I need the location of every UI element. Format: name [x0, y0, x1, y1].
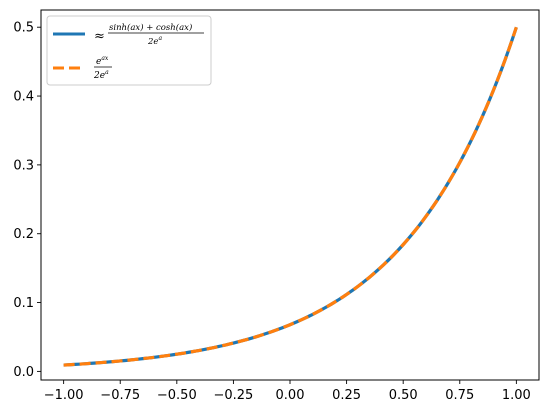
x-tick-label: −0.75	[100, 388, 140, 403]
x-tick-label: 0.50	[389, 388, 418, 403]
series-2-line	[63, 26, 518, 367]
x-axis: −1.00 −0.75 −0.50 −0.25 0.00 0.25 0.50 0.75 1.00	[44, 380, 531, 403]
legend: ≈ sinh(ax) + cosh(ax) 2ea eax 2ea	[46, 15, 212, 86]
x-tick-label: 0.25	[332, 388, 361, 403]
y-tick-label: 0.4	[13, 90, 34, 105]
series-layer	[63, 26, 518, 367]
y-axis: 0.0 0.1 0.2 0.3 0.4 0.5	[13, 21, 41, 380]
y-tick-label: 0.1	[13, 296, 34, 311]
legend-1-denominator: 2ea	[147, 35, 162, 47]
legend-2-denominator-base: 2e	[93, 71, 105, 81]
y-tick-label: 0.2	[13, 227, 34, 242]
legend-2-denominator: 2ea	[93, 69, 109, 81]
x-tick-label: 0.75	[445, 388, 474, 403]
legend-approx-sign: ≈	[94, 29, 105, 44]
legend-1-numerator: sinh(ax) + cosh(ax)	[109, 22, 192, 33]
legend-2-numerator-base: e	[96, 57, 101, 67]
legend-1-denominator-sup: a	[158, 35, 162, 42]
legend-2-numerator-sup: ax	[101, 55, 109, 62]
x-tick-label: −0.50	[157, 388, 197, 403]
x-tick-label: −0.25	[213, 388, 253, 403]
legend-2-denominator-sup: a	[105, 69, 109, 76]
x-tick-label: 0.00	[276, 388, 305, 403]
legend-2-numerator: eax	[96, 55, 109, 67]
x-tick-label: 1.00	[502, 388, 531, 403]
legend-1-denominator-base: 2e	[147, 37, 158, 47]
x-tick-label: −1.00	[44, 388, 84, 403]
y-tick-label: 0.0	[13, 365, 34, 380]
y-tick-label: 0.3	[13, 158, 34, 173]
y-tick-label: 0.5	[13, 21, 34, 36]
plot-area: −1.00 −0.75 −0.50 −0.25 0.00 0.25 0.50 0.75 1.00…	[13, 9, 540, 403]
